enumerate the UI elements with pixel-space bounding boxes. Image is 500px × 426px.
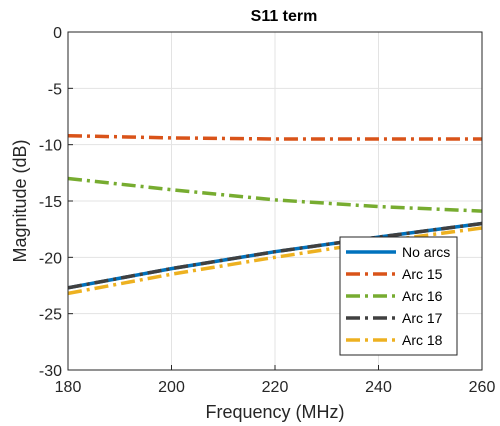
x-tick-label: 220	[262, 379, 289, 396]
plot-area	[67, 133, 483, 296]
x-tick-label: 200	[158, 379, 185, 396]
series-line-2	[67, 133, 482, 141]
legend-label: Arc 16	[402, 288, 443, 304]
chart-title: S11 term	[251, 8, 318, 25]
series-line-4	[67, 221, 483, 290]
y-tick-label: 0	[53, 25, 62, 42]
legend-label: Arc 15	[402, 266, 443, 282]
legend-label: Arc 18	[402, 332, 443, 348]
y-tick-label: -5	[48, 81, 62, 98]
y-tick-label: -25	[39, 307, 62, 324]
y-tick-label: -15	[39, 194, 62, 211]
y-tick-label: -20	[39, 250, 62, 267]
x-tick-label: 240	[365, 379, 392, 396]
series-line-5	[67, 226, 483, 296]
legend: No arcs Arc 15 Arc 16 Arc 17 Arc 18	[339, 236, 458, 356]
legend-label: No arcs	[402, 244, 450, 260]
series-line-3	[67, 176, 483, 213]
legend-label: Arc 17	[402, 310, 443, 326]
y-axis-label: Magnitude (dB)	[10, 139, 30, 262]
x-axis-label: Frequency (MHz)	[205, 402, 344, 422]
x-tick-label: 260	[469, 379, 496, 396]
y-tick-label: -30	[39, 363, 62, 380]
x-tick-label: 180	[55, 379, 82, 396]
x-axis: 180 200 220 240 260	[55, 365, 496, 396]
y-axis: 0 -5 -10 -15 -20 -25 -30	[39, 25, 73, 380]
y-tick-label: -10	[39, 138, 62, 155]
